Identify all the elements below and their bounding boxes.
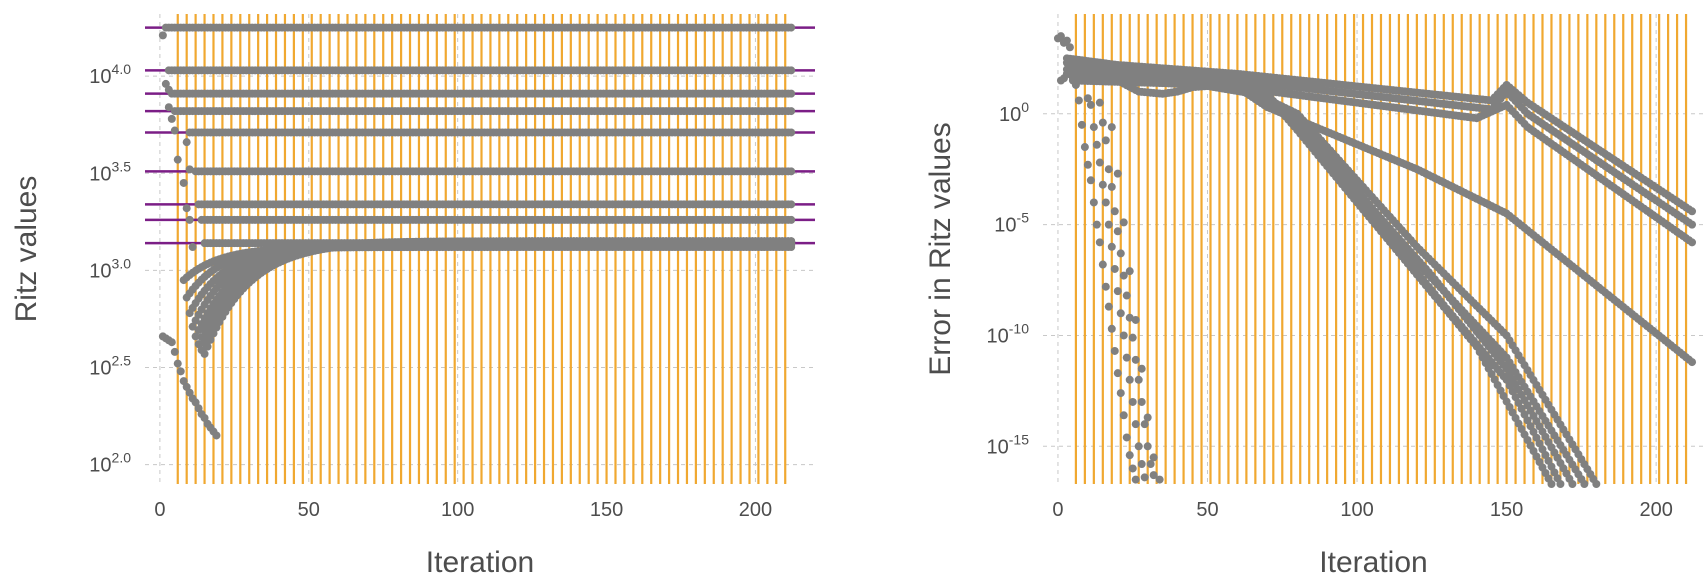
error-point [1688, 207, 1697, 216]
x-tick-label: 50 [298, 499, 320, 521]
ritz-point [209, 329, 218, 338]
early-point [173, 359, 182, 368]
ritz-point [787, 23, 796, 32]
ritz-point [194, 325, 203, 334]
early-point [176, 367, 185, 376]
early-point [188, 243, 197, 252]
ritz-point [200, 326, 209, 335]
x-axis-title: Iteration [426, 546, 534, 579]
ritz-error-chart: 0 50 100 150 20010010-510-1010-15IterationEr… [924, 14, 1704, 579]
y-tick-label: 102.5 [89, 352, 131, 379]
ritz-point [787, 128, 796, 137]
ritz-point [787, 200, 796, 209]
early-point [164, 85, 173, 94]
ritz-point [203, 342, 212, 351]
x-tick-label: 100 [441, 499, 474, 521]
x-tick-label: 150 [590, 499, 623, 521]
early-point [179, 178, 188, 187]
early-point [182, 204, 191, 213]
y-tick-label: 103.0 [89, 255, 131, 282]
ritz-point [787, 107, 796, 116]
early-point [185, 215, 194, 224]
ritz-point [197, 333, 206, 342]
y-axis-title: Ritz values [10, 176, 43, 323]
early-point [173, 155, 182, 164]
early-point [212, 431, 221, 440]
early-point [182, 138, 191, 147]
ritz-point [787, 66, 796, 75]
ritz-point [787, 167, 796, 176]
ritz-point [787, 215, 796, 224]
early-point [170, 347, 179, 356]
ritz-point [191, 332, 200, 341]
ritz-point [200, 349, 209, 358]
error-point [1592, 480, 1601, 488]
y-tick-label: 104.0 [89, 61, 131, 88]
early-point [158, 31, 167, 40]
error-point [1688, 238, 1697, 247]
ritz-point [787, 89, 796, 98]
ritz-point [787, 237, 796, 246]
y-tick-label: 103.5 [89, 158, 131, 185]
error-point [1688, 358, 1697, 367]
early-point [167, 338, 176, 347]
early-point [167, 114, 176, 123]
ritz-point [206, 335, 215, 344]
y-tick-label: 102.0 [89, 450, 131, 477]
error-point [1688, 220, 1697, 229]
x-tick-label: 0 [154, 499, 165, 521]
early-point [185, 165, 194, 174]
early-point [164, 103, 173, 112]
ritz-point [188, 322, 197, 331]
early-point [170, 126, 179, 135]
ritz-values-chart: 0 50 100 150 200 102.0 102.5 103.0 103.5 104.0 Ite… [10, 14, 815, 579]
error-point [1580, 480, 1589, 488]
x-tick-label: 200 [739, 499, 772, 521]
